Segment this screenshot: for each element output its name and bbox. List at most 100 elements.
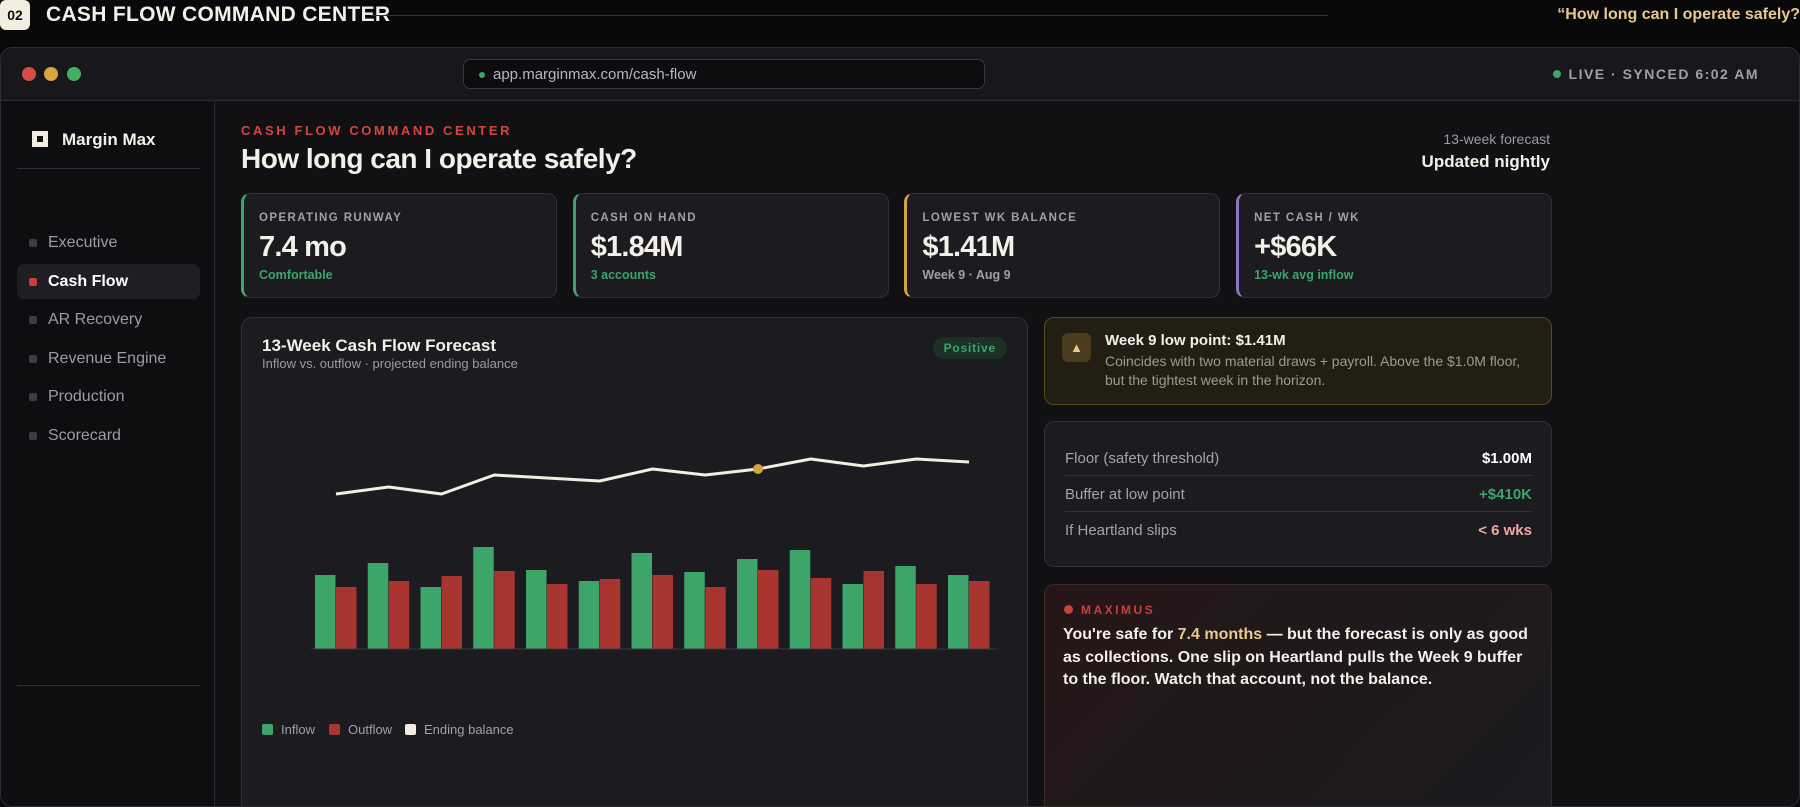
bar xyxy=(969,581,990,649)
legend-swatch xyxy=(262,724,273,735)
bar xyxy=(705,587,726,649)
chart-subtitle: Inflow vs. outflow · projected ending ba… xyxy=(262,356,518,371)
kpi-value: +$66K xyxy=(1254,231,1337,263)
legend-label: Inflow xyxy=(281,722,316,737)
alert-icon: ▲ xyxy=(1062,333,1091,362)
highlight-point xyxy=(753,464,763,474)
kpi-value: 7.4 mo xyxy=(259,231,347,263)
bar xyxy=(895,566,916,649)
maximus-label: MAXIMUS xyxy=(1063,603,1156,617)
kpi-value: $1.41M xyxy=(922,231,1015,263)
alert-title: Week 9 low point: $1.41M xyxy=(1105,332,1286,349)
detail-row: If Heartland slips < 6 wks xyxy=(1065,512,1532,548)
maximus-text: You're safe for 7.4 months — but the for… xyxy=(1063,624,1533,692)
browser-window: app.marginmax.com/cash-flow LIVE · SYNCE… xyxy=(0,47,1800,807)
status-pill: Positive xyxy=(932,337,1007,359)
detail-value: +$410K xyxy=(1479,486,1532,503)
nav-item[interactable]: AR Recovery xyxy=(17,302,200,337)
kpi-note: Comfortable xyxy=(259,268,333,282)
bar xyxy=(789,550,811,649)
bar xyxy=(547,584,568,649)
bar xyxy=(948,575,969,649)
bar xyxy=(494,571,515,649)
bar xyxy=(315,575,336,649)
meta-value: Updated nightly xyxy=(1421,152,1550,171)
badge: 02 xyxy=(0,0,30,30)
bar xyxy=(578,581,600,649)
bar xyxy=(810,578,832,649)
legend-swatch xyxy=(405,724,416,735)
url-bar[interactable]: app.marginmax.com/cash-flow xyxy=(463,59,985,89)
detail-label: If Heartland slips xyxy=(1065,522,1177,539)
detail-row: Floor (safety threshold) $1.00M xyxy=(1065,440,1532,476)
nav-item[interactable]: Cash Flow xyxy=(17,263,200,299)
bar xyxy=(652,575,673,649)
kpi-label: LOWEST WK BALANCE xyxy=(922,212,1078,224)
legend-swatch xyxy=(329,724,340,735)
detail-row: Buffer at low point +$410K xyxy=(1065,476,1532,512)
bar xyxy=(367,563,389,649)
bar xyxy=(916,584,937,649)
bar xyxy=(388,581,410,649)
nav-item[interactable]: Executive xyxy=(17,225,200,260)
kpi-card: OPERATING RUNWAY 7.4 mo Comfortable xyxy=(241,193,557,298)
alert-text: Coincides with two material draws + payr… xyxy=(1105,353,1521,388)
legend-label: Ending balance xyxy=(424,722,514,737)
kpi-card: NET CASH / WK +$66K 13-wk avg inflow xyxy=(1236,193,1553,298)
divider xyxy=(17,168,200,169)
line xyxy=(335,457,970,496)
meta-label: 13-week forecast xyxy=(1443,131,1550,147)
details-card: Floor (safety threshold) $1.00M Buffer at … xyxy=(1044,421,1552,567)
title-bar: app.marginmax.com/cash-flow LIVE · SYNCE… xyxy=(1,48,1799,101)
bar xyxy=(863,571,884,649)
kpi-label: OPERATING RUNWAY xyxy=(259,212,403,224)
kpi-note: 13-wk avg inflow xyxy=(1254,268,1354,282)
chart-title: 13-Week Cash Flow Forecast xyxy=(262,336,496,355)
header-quote: “How long can I operate safely? xyxy=(1557,6,1800,23)
bar xyxy=(842,584,863,649)
detail-label: Buffer at low point xyxy=(1065,486,1185,503)
highlight: 7.4 months xyxy=(1177,626,1263,643)
nav-item[interactable]: Scorecard xyxy=(17,418,200,453)
header-title: CASH FLOW COMMAND CENTER xyxy=(46,3,391,26)
detail-value: $1.00M xyxy=(1481,450,1532,467)
kpi-label: CASH ON HAND xyxy=(590,212,697,224)
kpi-note: Week 9 · Aug 9 xyxy=(922,268,1011,282)
bar xyxy=(737,559,758,649)
legend-label: Outflow xyxy=(348,722,393,737)
text: — but the forecast is only as good as co… xyxy=(1063,626,1528,688)
bar xyxy=(684,572,705,649)
brand: Margin Max xyxy=(62,130,156,149)
kpi-label: NET CASH / WK xyxy=(1254,212,1360,224)
page-title: How long can I operate safely? xyxy=(241,143,637,174)
brand-icon xyxy=(32,131,48,147)
nav-item[interactable]: Revenue Engine xyxy=(17,341,200,376)
divider xyxy=(371,15,1328,16)
eyebrow: CASH FLOW COMMAND CENTER xyxy=(241,123,513,138)
nav-item[interactable]: Production xyxy=(17,379,200,414)
bar xyxy=(441,576,462,649)
detail-value: < 6 wks xyxy=(1478,522,1532,539)
maximus-card: MAXIMUS You're safe for 7.4 months — but… xyxy=(1044,584,1552,806)
sidebar: Margin Max Executive Cash Flow AR Recovery… xyxy=(1,101,215,806)
kpi-note: 3 accounts xyxy=(590,268,656,282)
text: You're safe for xyxy=(1063,626,1178,643)
kpi-card: CASH ON HAND $1.84M 3 accounts xyxy=(572,193,889,298)
kpi-card: LOWEST WK BALANCE $1.41M Week 9 · Aug 9 xyxy=(904,193,1221,298)
bar xyxy=(526,570,547,649)
close-dot[interactable] xyxy=(22,67,36,81)
bar xyxy=(758,570,779,649)
sync-status: LIVE · SYNCED 6:02 AM xyxy=(1552,66,1759,82)
chart: Inflow Outflow Ending balance xyxy=(262,457,997,737)
divider xyxy=(17,685,200,686)
bar xyxy=(336,587,357,649)
kpi-value: $1.84M xyxy=(590,231,684,263)
detail-label: Floor (safety threshold) xyxy=(1065,450,1220,467)
bar xyxy=(599,579,621,649)
bar xyxy=(473,547,494,649)
minimize-dot[interactable] xyxy=(44,67,58,81)
alert-card: ▲ Week 9 low point: $1.41M Coincides wit… xyxy=(1044,317,1552,405)
bar xyxy=(420,587,441,649)
maximize-dot[interactable] xyxy=(67,67,81,81)
